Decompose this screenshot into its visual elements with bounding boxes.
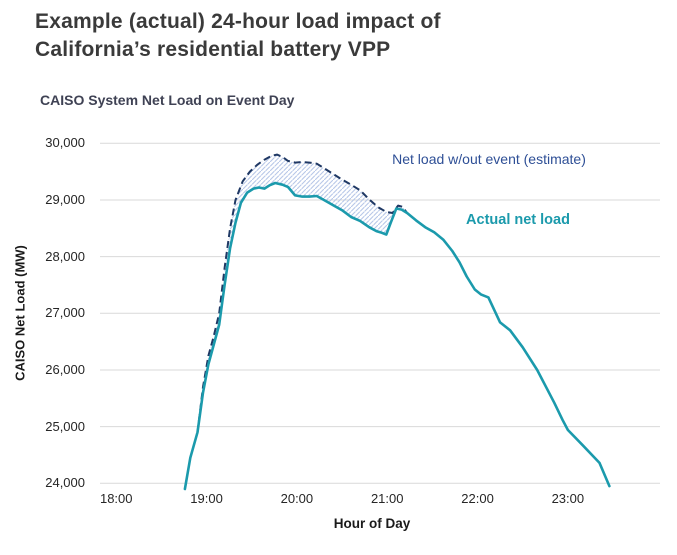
actual-line (183, 181, 611, 491)
page-title-line2: California’s residential battery VPP (35, 38, 391, 61)
page-title: Example (actual) 24-hour load impact of C… (35, 8, 441, 64)
x-axis-title: Hour of Day (333, 516, 411, 531)
page-title-line1: Example (actual) 24-hour load impact of (35, 10, 441, 33)
chart-title: CAISO System Net Load on Event Day (40, 92, 295, 108)
legend-label-actual: Actual net load (466, 212, 570, 228)
legend-label-estimate: Net load w/out event (estimate) (392, 151, 586, 167)
